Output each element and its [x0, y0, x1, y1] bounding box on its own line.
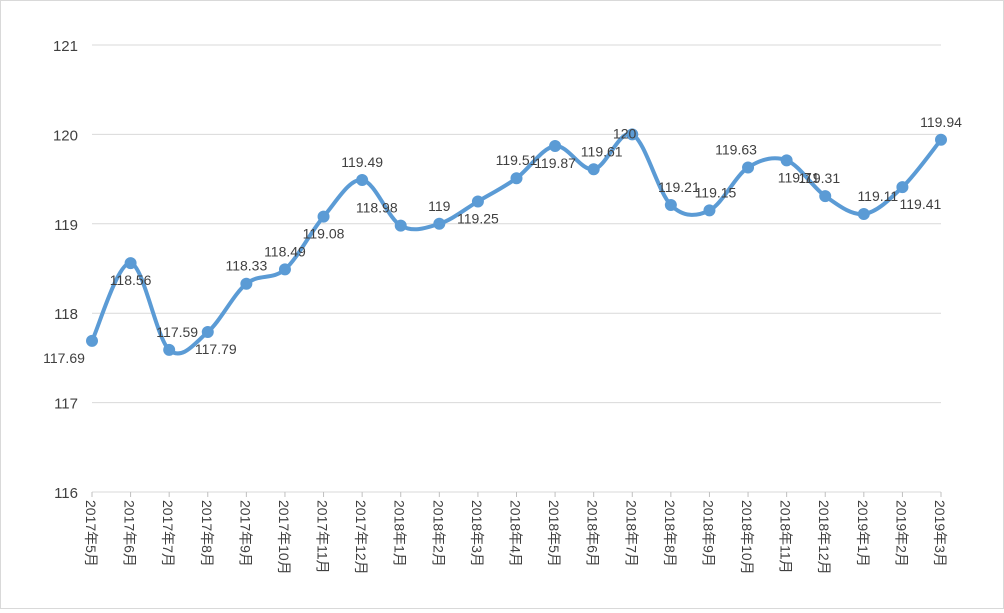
x-tick-label: 2017年11月: [315, 500, 331, 574]
x-tick-label: 2018年8月: [662, 500, 678, 567]
data-point: [124, 257, 137, 270]
x-tick-label: 2017年6月: [122, 500, 138, 567]
data-label: 118.98: [356, 200, 398, 216]
x-tick-label: 2018年11月: [778, 500, 794, 574]
data-point: [471, 195, 484, 208]
data-label: 119.63: [715, 141, 757, 157]
x-tick-label: 2018年2月: [430, 500, 446, 567]
data-label: 119.31: [798, 170, 840, 186]
x-tick-label: 2018年3月: [469, 500, 485, 567]
data-label: 119.15: [695, 184, 737, 200]
data-point: [201, 325, 214, 338]
data-label: 120: [613, 125, 637, 141]
data-label: 119.41: [900, 196, 942, 212]
y-tick-label: 116: [54, 485, 78, 502]
data-point: [356, 173, 369, 186]
x-tick-label: 2018年4月: [508, 500, 524, 567]
x-tick-label: 2017年10月: [276, 500, 292, 575]
x-tick-label: 2019年1月: [855, 500, 871, 567]
data-label: 117.69: [43, 350, 85, 366]
data-point: [240, 277, 253, 290]
x-tick-label: 2017年9月: [237, 500, 253, 567]
data-point: [394, 219, 407, 232]
y-tick-label: 118: [54, 306, 78, 323]
data-label: 119.87: [534, 155, 576, 171]
y-tick-label: 119: [54, 217, 78, 234]
x-tick-label: 2018年12月: [816, 500, 832, 575]
x-tick-label: 2019年2月: [893, 500, 909, 567]
data-point: [86, 334, 98, 347]
x-tick-label: 2018年6月: [585, 500, 601, 567]
data-point: [587, 163, 600, 176]
data-label: 119.94: [920, 114, 962, 130]
data-point: [626, 128, 639, 141]
x-tick-label: 2019年3月: [932, 500, 948, 567]
data-label: 119.11: [857, 188, 898, 204]
data-point: [857, 207, 870, 220]
data-point: [896, 181, 909, 194]
data-label: 118.33: [225, 258, 267, 274]
x-tick-label: 2017年8月: [199, 500, 215, 567]
x-tick-label: 2018年7月: [623, 500, 639, 567]
data-label: 119.51: [496, 152, 538, 168]
data-point: [780, 154, 793, 167]
data-point: [510, 172, 523, 185]
data-point: [549, 140, 562, 153]
data-label: 119.21: [658, 179, 700, 195]
x-tick-label: 2018年9月: [700, 500, 716, 567]
data-point: [433, 217, 446, 230]
data-point: [742, 161, 755, 174]
data-point: [819, 190, 832, 203]
y-tick-label: 121: [53, 38, 78, 55]
x-tick-label: 2018年5月: [546, 500, 562, 567]
data-label: 118.49: [264, 243, 306, 259]
data-label: 119.61: [581, 143, 623, 159]
x-tick-label: 2018年1月: [392, 500, 408, 567]
data-point: [163, 343, 176, 356]
data-label: 119.49: [341, 154, 383, 170]
x-tick-label: 2017年7月: [160, 500, 176, 567]
data-point: [317, 210, 330, 223]
data-label: 118.56: [110, 272, 152, 288]
data-label: 119.71: [778, 169, 820, 185]
data-label: 119.08: [303, 226, 345, 242]
data-label: 117.79: [195, 341, 237, 357]
data-point: [935, 133, 947, 146]
data-label: 119.25: [457, 210, 499, 226]
data-point: [703, 204, 716, 217]
data-point: [664, 199, 677, 212]
x-tick-label: 2017年5月: [83, 500, 99, 567]
y-tick-label: 120: [53, 127, 78, 144]
x-tick-label: 2018年10月: [739, 500, 755, 575]
y-tick-label: 117: [54, 396, 78, 413]
data-label: 119: [428, 198, 451, 214]
data-label: 117.59: [156, 324, 198, 340]
data-point: [278, 263, 291, 276]
x-tick-label: 2017年12月: [353, 500, 369, 575]
